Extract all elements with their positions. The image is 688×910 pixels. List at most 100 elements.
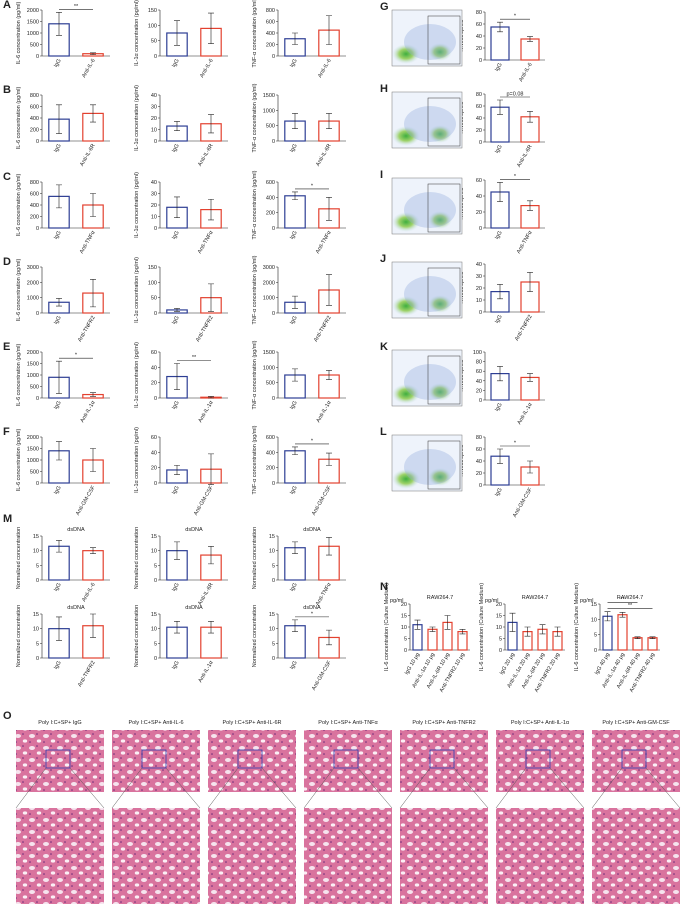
error-bar [56, 360, 62, 394]
flow-scatter [404, 106, 456, 142]
error-bar [174, 308, 180, 312]
flow-scatter [404, 24, 456, 60]
histology-zoom [16, 808, 104, 904]
error-bar [326, 370, 332, 380]
y-tick-label: 1000 [263, 296, 275, 302]
histology-zoom [400, 808, 488, 904]
y-axis-label: IL-1α concentration (pg/ml) [134, 0, 140, 66]
y-axis-label: IL-6 concentration (pg/ml) [16, 87, 22, 150]
y-tick-label: 0 [36, 578, 39, 584]
x-tick-label: Anti-IL-6R [79, 143, 97, 167]
zoom-box [333, 749, 359, 769]
y-axis-label: Normalized concentration [16, 605, 22, 667]
x-tick-label: Anti-GM-CSF [311, 659, 333, 691]
y-tick-label: 0 [404, 648, 407, 654]
y-axis-label: Normalized concentration [252, 605, 258, 667]
y-axis-label: IL-1α concentration (pg/ml) [134, 427, 140, 493]
y-tick-label: 400 [266, 195, 275, 201]
y-tick-label: 20 [151, 203, 157, 209]
zoom-box [45, 749, 71, 769]
y-tick-label: 60 [476, 369, 482, 375]
histology-image [112, 730, 200, 792]
bar [520, 38, 540, 61]
y-tick-label: 400 [266, 450, 275, 456]
histology-image [592, 730, 680, 792]
error-bar [326, 197, 332, 221]
chart-title: dsDNA [303, 527, 321, 533]
histology-image [16, 730, 104, 792]
x-tick-label: IgG [289, 660, 299, 671]
y-tick-label: 0 [154, 311, 157, 317]
y-tick-label: 3000 [263, 265, 275, 271]
y-tick-label: 400 [30, 116, 39, 122]
error-bar [527, 200, 533, 211]
x-tick-label: Anti-TNFα [315, 229, 333, 255]
y-axis-label: Normalized concentration [134, 605, 140, 667]
x-tick-label: IgG [171, 485, 181, 496]
y-tick-label: 1500 [263, 93, 275, 99]
error-bar [208, 621, 214, 634]
flow-scatter [404, 449, 456, 485]
y-tick-label: 0 [36, 481, 39, 487]
x-tick-label: Anti-GM-CSF [512, 486, 534, 518]
y-tick-label: 20 [476, 46, 482, 52]
error-bar [208, 114, 214, 134]
y-axis-label: IL-6 concentration (pg/ml) [16, 174, 22, 237]
error-bar [634, 636, 641, 639]
zoom-line [15, 767, 47, 809]
y-tick-label: 1000 [263, 365, 275, 371]
y-tick-label: 0 [36, 139, 39, 145]
y-tick-label: 40 [476, 34, 482, 40]
error-bar [459, 629, 466, 635]
flow-population [392, 469, 420, 489]
y-tick-label: 15 [33, 534, 39, 540]
x-tick-label: IgG [494, 402, 504, 413]
y-tick-label: 15 [151, 534, 157, 540]
histology-image [208, 730, 296, 792]
error-bar [56, 12, 62, 36]
y-tick-label: 40 [476, 116, 482, 122]
y-axis-label: TNF-α concentration (pg/ml) [252, 425, 258, 494]
zoom-box [429, 749, 455, 769]
zoom-line [111, 767, 143, 809]
zoom-line [645, 767, 681, 809]
x-tick-label: IgG [289, 485, 299, 496]
error-bar [497, 21, 503, 33]
y-axis-label: TNF-α concentration (pg/ml) [252, 0, 258, 67]
y-axis-label: TNF-α concentration (pg/ml) [252, 340, 258, 409]
y-tick-label: 1000 [27, 373, 39, 379]
error-bar [497, 448, 503, 464]
y-tick-label: 800 [266, 8, 275, 14]
flow-population [428, 211, 452, 229]
x-tick-label: Anti-IL-1α [316, 399, 334, 423]
y-tick-label: 15 [401, 614, 407, 620]
x-tick-label: IgG [289, 315, 299, 326]
y-tick-label: 40 [476, 379, 482, 385]
histology-zoom [592, 808, 680, 904]
error-bar [174, 621, 180, 634]
zoom-line [69, 767, 105, 809]
y-axis-label: Normalized concentration [134, 527, 140, 589]
significance-label: ** [74, 4, 79, 10]
significance-label: * [75, 353, 78, 359]
bar [647, 637, 658, 651]
y-tick-label: 20 [476, 286, 482, 292]
x-tick-label: Anti-IL-1α [198, 659, 216, 683]
y-axis-label: IL-6 concentration (Culture Medium) [479, 583, 485, 671]
error-bar [326, 452, 332, 466]
x-tick-label: Anti-IL-1α [517, 401, 535, 425]
error-bar [90, 547, 96, 554]
y-tick-label: 80 [476, 435, 482, 441]
panel-letter: J [380, 253, 386, 265]
significance-label: * [311, 611, 314, 617]
error-bar [90, 193, 96, 217]
y-tick-label: 0 [154, 578, 157, 584]
error-bar [326, 629, 332, 646]
bar [82, 550, 104, 581]
x-tick-label: IgG [171, 230, 181, 241]
bar [602, 615, 613, 651]
error-bar [90, 392, 96, 397]
error-bar [90, 448, 96, 472]
y-tick-label: 0 [154, 139, 157, 145]
chart-title: dsDNA [303, 605, 321, 611]
